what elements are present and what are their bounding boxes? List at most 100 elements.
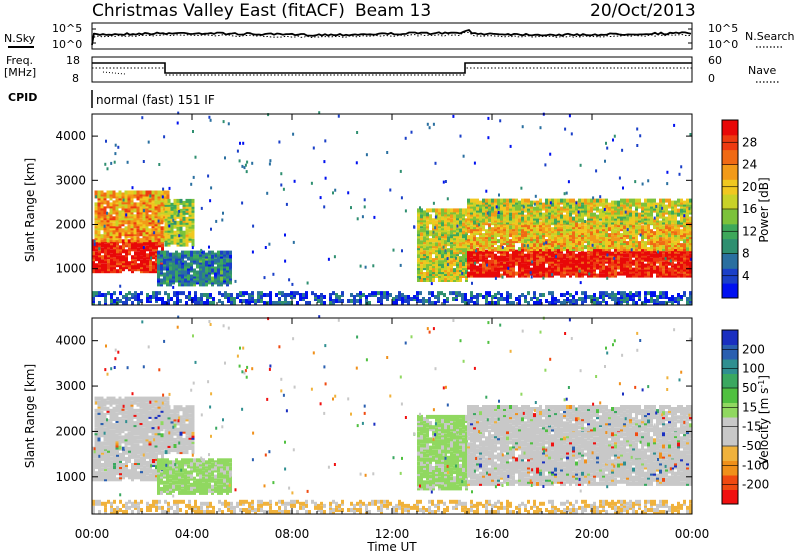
power-cell-2519 (650, 257, 653, 262)
power-cell-3100 (578, 223, 581, 228)
power-cell-1493 (435, 260, 438, 265)
power-cell-517 (124, 190, 128, 195)
power-cell-4075 (635, 212, 638, 217)
power-sparse-150 (178, 210, 181, 213)
power-sparse-70 (93, 239, 96, 243)
power-cell-2936 (536, 227, 539, 232)
power-cell-3936 (590, 206, 593, 211)
power-cell-1459 (429, 208, 432, 213)
power-cell-3369 (650, 229, 653, 234)
power-cell-4196 (674, 208, 677, 213)
power-sparse-122 (399, 169, 402, 173)
power-sparse-182 (306, 281, 309, 285)
power-cell-4401 (272, 301, 275, 305)
power-cell-1419 (426, 246, 429, 251)
power-cell-886 (176, 206, 180, 211)
power-cell-3484 (683, 239, 686, 244)
power-cell-3986 (608, 220, 611, 225)
power-cell-2087 (536, 253, 539, 258)
power-cell-661 (145, 196, 149, 201)
power-cell-2509 (647, 255, 650, 260)
power-cell-1124 (187, 270, 190, 275)
power-cell-1950 (500, 261, 503, 266)
power-sparse-178 (364, 265, 367, 269)
power-cell-1562 (441, 238, 444, 243)
power-cell-1327 (417, 254, 420, 259)
power-cell-3596 (488, 210, 491, 215)
power-sparse-166 (690, 257, 693, 261)
power-cell-55 (104, 263, 107, 268)
power-sparse-89 (442, 180, 445, 184)
power-cell-861 (173, 230, 177, 235)
power-cell-2334 (602, 269, 605, 274)
power-cell-1484 (432, 218, 435, 223)
power-sparse-24 (324, 176, 327, 180)
power-sparse-15 (157, 219, 160, 223)
power-cell-4647 (566, 291, 569, 296)
power-cell-4352 (221, 293, 224, 297)
power-cell-1263 (220, 276, 223, 281)
power-cell-4603 (506, 291, 509, 296)
power-cell-4369 (242, 299, 245, 303)
power-cell-2645 (683, 253, 686, 258)
power-cell-1647 (450, 260, 453, 265)
power-sparse-20 (229, 266, 232, 270)
power-cell-4279 (134, 295, 137, 299)
power-cell-4346 (209, 293, 212, 297)
power-cell-3418 (665, 239, 668, 244)
power-cell-4691 (614, 299, 617, 303)
power-cell-1585 (444, 258, 447, 263)
power-cell-4661 (584, 299, 587, 303)
power-cell-2854 (518, 247, 521, 252)
power-cell-2116 (545, 273, 548, 278)
power-cell-2543 (656, 251, 659, 256)
power-cell-1127 (187, 262, 190, 267)
power-cell-4274 (128, 291, 131, 296)
power-cell-4552 (452, 291, 455, 296)
power-cell-3939 (590, 198, 593, 203)
power-cell-2355 (608, 273, 611, 278)
power-cell-2201 (566, 253, 569, 258)
power-cell-947 (188, 232, 192, 237)
freq-series (92, 62, 692, 74)
power-sparse-2 (153, 231, 156, 235)
power-cell-1998 (512, 253, 515, 258)
power-cell-2184 (563, 273, 566, 278)
power-cell-3378 (653, 231, 656, 236)
power-cell-756 (160, 208, 164, 213)
power-sparse-43 (595, 169, 598, 173)
power-cell-89 (110, 253, 113, 258)
power-cell-4247 (95, 291, 98, 296)
power-sparse-63 (486, 263, 488, 267)
power-cell-3413 (662, 225, 665, 230)
nave-label: Nave (748, 64, 776, 77)
power-cell-3376 (653, 237, 656, 242)
power-cell-4587 (488, 291, 491, 296)
power-cell-4194 (674, 214, 677, 219)
power-cell-2454 (635, 273, 638, 278)
power-cell-4145 (659, 220, 662, 225)
power-cell-1162 (196, 270, 199, 275)
power-cell-1847 (473, 271, 476, 276)
power-cell-4309 (170, 297, 173, 301)
power-cell-258 (149, 239, 152, 244)
power-cell-4303 (164, 301, 167, 305)
power-cell-1340 (417, 224, 420, 229)
power-cell-163 (128, 261, 131, 266)
power-cell-2377 (611, 251, 614, 256)
power-cell-2418 (623, 257, 626, 262)
power-cell-2294 (590, 251, 593, 256)
power-cell-4596 (500, 297, 503, 301)
power-cell-2820 (506, 233, 509, 238)
power-cell-4571 (470, 291, 473, 296)
power-cell-4464 (347, 299, 350, 303)
power-cell-4549 (446, 297, 449, 301)
power-cell-3619 (494, 204, 497, 209)
power-cell-2019 (518, 253, 521, 258)
power-sparse-185 (208, 115, 211, 119)
power-cell-367 (103, 234, 107, 239)
power-cell-4616 (527, 291, 530, 296)
power-cell-4526 (419, 299, 422, 303)
power-cell-1221 (208, 256, 211, 261)
power-cell-4119 (650, 220, 653, 225)
